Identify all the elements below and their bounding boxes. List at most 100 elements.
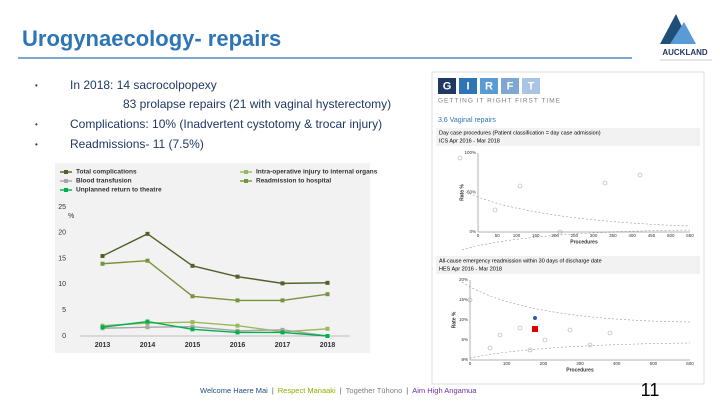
data-point xyxy=(190,294,195,299)
chart-background xyxy=(55,163,370,353)
slide-title: Urogynaecology- repairs xyxy=(22,26,281,51)
legend-swatch xyxy=(64,188,68,192)
y-tick-label: 15 xyxy=(58,255,66,262)
plot-x-label: Procedures xyxy=(566,367,594,373)
bullet-text: Complications: 10% (Inadvertent cystotom… xyxy=(70,117,382,131)
bullet-text: Readmissions- 11 (7.5%) xyxy=(70,137,204,151)
plot-y-tick: 20% xyxy=(459,277,468,282)
plot-header-box xyxy=(436,128,700,146)
y-tick-label: 25 xyxy=(58,204,66,211)
data-point xyxy=(190,320,195,325)
legend-label: Total complications xyxy=(76,169,137,176)
logo-letter: G xyxy=(443,80,452,92)
data-point xyxy=(235,274,240,279)
logo-letter: R xyxy=(485,80,493,92)
plot-x-tick: 350 xyxy=(609,233,617,238)
legend-label: Blood transfusion xyxy=(76,178,132,185)
plot-x-tick: 600 xyxy=(686,361,694,366)
series-line xyxy=(102,233,328,285)
footer-separator: | xyxy=(340,386,342,395)
logo-letter: I xyxy=(466,80,469,92)
x-tick-label: 2016 xyxy=(230,342,246,349)
data-point xyxy=(325,292,330,297)
plot-y-tick: 0% xyxy=(469,229,476,234)
logo-box xyxy=(522,78,540,94)
plot-x-tick: 450 xyxy=(648,233,656,238)
plot-source: ICS Apr 2016 - Mar 2018 xyxy=(439,138,500,144)
panel-frame xyxy=(431,71,705,385)
data-point xyxy=(145,325,150,330)
funnel-limit xyxy=(461,281,691,361)
y-tick-label: 20 xyxy=(58,230,66,237)
data-point xyxy=(100,254,105,259)
plot-x-tick: 0 xyxy=(477,233,480,238)
logo-box xyxy=(459,78,477,94)
footer-item: Together Tūhono xyxy=(346,386,403,395)
plot-x-tick: 400 xyxy=(628,233,636,238)
series-line xyxy=(102,326,328,337)
x-tick-label: 2018 xyxy=(320,342,336,349)
logo-text: AUCKLAND xyxy=(662,48,708,57)
plot-x-tick: 0 xyxy=(469,361,472,366)
plot-x-tick: 500 xyxy=(667,233,675,238)
data-point xyxy=(235,323,240,328)
highlight-point xyxy=(533,316,537,320)
legend-swatch xyxy=(64,179,68,183)
page-number: 11 xyxy=(641,380,660,400)
plot-x-tick: 250 xyxy=(571,233,579,238)
data-point xyxy=(280,298,285,303)
footer-separator: | xyxy=(272,386,274,395)
x-tick-label: 2013 xyxy=(95,342,111,349)
plot-header: Day case procedures (Patient classificat… xyxy=(439,130,601,136)
bullet-text: 83 prolapse repairs (21 with vaginal hys… xyxy=(123,97,391,111)
footer-item: Aim High Angamua xyxy=(412,386,477,395)
data-point xyxy=(190,263,195,268)
logo-box xyxy=(501,78,519,94)
y-tick-label: 10 xyxy=(58,281,66,288)
plot-x-tick: 500 xyxy=(650,361,658,366)
y-tick-label: 5 xyxy=(62,307,66,314)
legend-swatch xyxy=(244,170,248,174)
plot-x-tick: 100 xyxy=(503,361,511,366)
plot-x-tick: 400 xyxy=(613,361,621,366)
plot-x-tick: 100 xyxy=(513,233,521,238)
plot-y-tick: 100% xyxy=(464,150,476,155)
plot-x-tick: 50 xyxy=(495,233,501,238)
highlight-point xyxy=(532,326,538,332)
data-point xyxy=(325,280,330,285)
plot-x-label: Procedures xyxy=(570,239,598,245)
plot-y-tick: 5% xyxy=(461,337,468,342)
bullet-glyph: • xyxy=(35,120,38,129)
girft-section: 3.6 Vaginal repairs xyxy=(438,117,496,124)
bullets: • In 2018: 14 sacrocolpopexy 83 prolapse… xyxy=(35,78,391,151)
data-point xyxy=(145,258,150,263)
series-line xyxy=(102,320,328,337)
legend-label: Intra-operative injury to internal organ… xyxy=(256,169,378,176)
girft-panel: G I R F T GETTING IT RIGHT FIRST TIME 3.6 Va… xyxy=(431,71,705,385)
data-point xyxy=(280,330,285,335)
plot-source: HES Apr 2016 - Mar 2018 xyxy=(439,266,502,272)
plot-x-tick: 300 xyxy=(590,233,598,238)
plot-header: All-cause emergency readmission within 3… xyxy=(439,258,602,264)
data-point xyxy=(100,325,105,330)
legend-label: Unplanned return to theatre xyxy=(76,187,162,194)
plot-y-tick: 10% xyxy=(459,317,468,322)
legend-label: Readmission to hospital xyxy=(256,178,331,185)
logo-letter: F xyxy=(507,80,514,92)
data-point xyxy=(100,261,105,266)
plot-x-tick: 550 xyxy=(686,233,694,238)
plot-y-tick: 15% xyxy=(459,297,468,302)
legend-swatch xyxy=(64,170,68,174)
x-tick-label: 2015 xyxy=(185,342,201,349)
plot-x-tick: 200 xyxy=(540,361,548,366)
plot-x-tick: 300 xyxy=(576,361,584,366)
plot-y-label: Rate % xyxy=(459,184,465,201)
logo-mark xyxy=(670,22,696,44)
girft-tagline: GETTING IT RIGHT FIRST TIME xyxy=(438,98,561,105)
bullet-text: In 2018: 14 sacrocolpopexy xyxy=(70,78,217,92)
footer: Welcome Haere Mai | Respect Manaaki | Togeth… xyxy=(200,386,477,395)
y-axis-label: % xyxy=(68,213,74,220)
footer-item: Respect Manaaki xyxy=(278,386,336,395)
